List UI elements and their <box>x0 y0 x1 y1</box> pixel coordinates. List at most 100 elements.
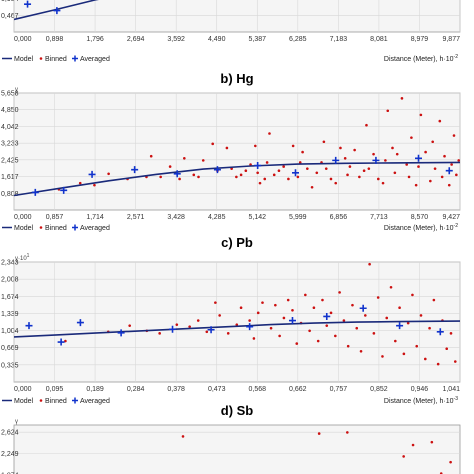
binned-point <box>431 140 435 144</box>
averaged-point <box>213 166 221 174</box>
data-layer <box>14 0 99 21</box>
binned-point <box>449 332 453 335</box>
averaged-point <box>415 154 423 162</box>
binned-point <box>346 344 350 348</box>
x-tick-label: 5,387 <box>249 36 267 43</box>
binned-point <box>291 144 295 148</box>
binned-point <box>395 152 399 156</box>
x-tick-label: 1,714 <box>86 214 104 221</box>
binned-point <box>339 146 342 150</box>
x-tick-label: 0,662 <box>289 386 307 393</box>
binned-point <box>440 175 444 179</box>
x-tick-label: 1,041 <box>442 386 460 393</box>
binned-point <box>358 175 361 179</box>
binned-point <box>295 342 299 345</box>
binned-point <box>286 298 290 302</box>
binned-point <box>235 323 239 326</box>
x-tick-label: 7,183 <box>330 36 348 43</box>
binned-point <box>282 165 285 168</box>
y-tick-label: 1,339 <box>1 311 19 318</box>
x-tick-label: 7,713 <box>370 214 388 221</box>
legend-averaged-swatch <box>72 55 78 62</box>
binned-point <box>343 157 347 160</box>
binned-point <box>261 301 264 304</box>
binned-point <box>372 332 376 335</box>
legend-model-label: Model <box>14 56 34 63</box>
binned-point <box>381 181 385 185</box>
y-tick-label: 5,658 <box>1 91 19 98</box>
binned-point <box>315 171 319 175</box>
binned-point <box>432 298 436 302</box>
binned-point <box>316 339 320 343</box>
binned-point <box>306 167 309 170</box>
binned-point <box>365 123 368 127</box>
model-curve <box>14 320 460 338</box>
binned-point <box>93 183 96 187</box>
y-tick-label: 0,335 <box>1 362 19 369</box>
binned-point <box>400 97 404 100</box>
binned-point <box>317 432 321 435</box>
binned-point <box>455 173 458 177</box>
averaged-point <box>254 162 262 170</box>
legend-binned-swatch <box>39 226 43 229</box>
binned-point <box>256 171 259 175</box>
binned-point <box>249 163 252 166</box>
y-axis-label-exponent: 1 <box>27 253 30 259</box>
legend-binned-swatch <box>39 399 43 402</box>
binned-point <box>205 330 209 334</box>
binned-point <box>168 165 172 168</box>
binned-point <box>449 460 452 464</box>
x-tick-label: 0,757 <box>330 386 348 393</box>
binned-point <box>256 311 260 315</box>
panel-title: b) Hg <box>220 71 253 86</box>
binned-point <box>183 157 186 160</box>
x-tick-label: 0,000 <box>14 214 32 221</box>
binned-point <box>253 144 257 148</box>
binned-point <box>348 165 352 168</box>
averaged-point <box>436 328 444 336</box>
binned-point <box>402 352 406 356</box>
binned-point <box>304 293 307 297</box>
averaged-point <box>60 186 68 194</box>
averaged-point <box>131 166 139 174</box>
binned-point <box>391 146 394 150</box>
binned-point <box>149 154 153 158</box>
binned-point <box>355 326 359 330</box>
binned-point <box>268 132 271 135</box>
binned-point <box>407 175 411 179</box>
binned-point <box>334 334 337 338</box>
model-curve <box>14 161 460 197</box>
x-tick-label: 0,189 <box>86 386 104 393</box>
y-tick-label: 0,467 <box>1 13 19 20</box>
binned-point <box>239 306 243 310</box>
binned-point <box>272 173 276 177</box>
binned-point <box>385 316 389 320</box>
binned-point <box>359 349 363 353</box>
averaged-point <box>292 169 299 177</box>
x-tick-label: 1,796 <box>86 36 104 43</box>
y-tick-label: 4,850 <box>1 107 19 114</box>
x-tick-label: 0,473 <box>208 386 226 393</box>
binned-point <box>298 161 302 164</box>
x-tick-label: 3,592 <box>167 36 185 43</box>
binned-point <box>368 262 371 266</box>
binned-point <box>417 165 420 168</box>
binned-point <box>278 334 281 338</box>
binned-point <box>428 326 431 330</box>
binned-point <box>263 177 267 181</box>
panel-title: d) Sb <box>221 403 254 418</box>
x-tick-label: 6,856 <box>330 214 348 221</box>
binned-point <box>159 175 162 179</box>
y-tick-label: 0,669 <box>1 345 19 352</box>
binned-point <box>235 175 238 179</box>
binned-point <box>78 181 82 185</box>
binned-point <box>239 173 243 177</box>
legend-averaged-swatch <box>72 397 78 404</box>
legend-binned-label: Binned <box>45 56 67 63</box>
binned-point <box>376 296 380 299</box>
averaged-point <box>53 7 61 15</box>
binned-point <box>346 173 349 177</box>
averaged-point <box>25 322 33 330</box>
binned-point <box>346 431 349 434</box>
binned-point <box>338 291 341 294</box>
